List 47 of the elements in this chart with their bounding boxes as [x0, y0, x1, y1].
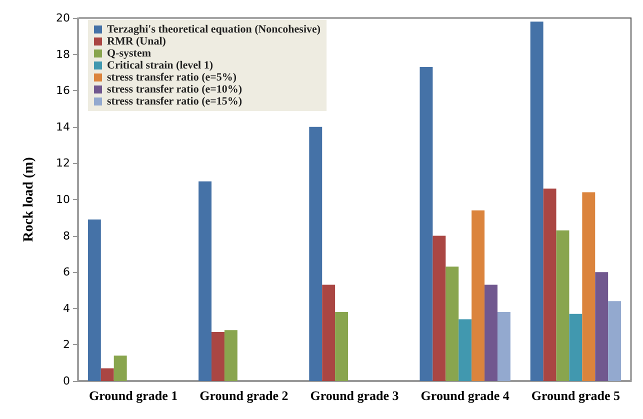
y-tick-label: 0: [63, 374, 70, 388]
bar: [458, 319, 472, 381]
y-tick-label: 20: [56, 12, 70, 24]
bar: [543, 188, 556, 381]
bar: [595, 272, 608, 381]
y-tick-label: 18: [56, 48, 70, 61]
bar: [432, 236, 446, 381]
bar: [530, 22, 544, 381]
x-tick-label: Ground grade 2: [200, 388, 288, 403]
legend-label: stress transfer ratio (e=15%): [107, 96, 242, 108]
bar: [100, 368, 114, 381]
legend-label: stress transfer ratio (e=10%): [107, 84, 242, 96]
bar: [569, 314, 582, 381]
legend-label: RMR (Unal): [107, 36, 166, 48]
y-tick-label: 8: [63, 229, 70, 242]
x-tick-label: Ground grade 1: [88, 388, 178, 403]
bar: [472, 210, 485, 381]
legend-label: Critical strain (level 1): [107, 60, 214, 72]
bar: [556, 230, 570, 381]
bar: [582, 192, 596, 381]
bar: [497, 312, 510, 381]
bar: [114, 356, 127, 381]
legend-label: stress transfer ratio (e=5%): [107, 72, 237, 84]
y-tick-label: 10: [56, 193, 70, 206]
y-tick-label: 2: [63, 338, 70, 352]
bar: [335, 312, 348, 381]
bar: [212, 332, 224, 381]
y-tick-label: 14: [56, 120, 70, 134]
y-tick-label: 12: [56, 156, 70, 170]
x-tick-label: Ground grade 3: [310, 388, 400, 403]
bar: [420, 67, 433, 381]
legend-label: Terzaghi's theoretical equation (Noncohesive): [107, 24, 321, 36]
bar: [322, 284, 336, 381]
bar: [446, 266, 459, 381]
bar: [88, 219, 101, 381]
x-tick-label: Ground grade 4: [420, 388, 510, 403]
legend-label: Q-system: [107, 48, 151, 60]
bar: [198, 181, 212, 381]
y-tick-label: 6: [63, 266, 70, 279]
y-tick-label: 4: [63, 302, 70, 315]
bar: [309, 126, 322, 381]
y-axis-title: Rock load (m): [22, 156, 36, 242]
x-tick-label: Ground grade 5: [531, 388, 620, 403]
bar: [608, 301, 622, 381]
bar: [224, 330, 238, 381]
bar: [484, 284, 498, 381]
y-tick-label: 16: [56, 84, 70, 98]
